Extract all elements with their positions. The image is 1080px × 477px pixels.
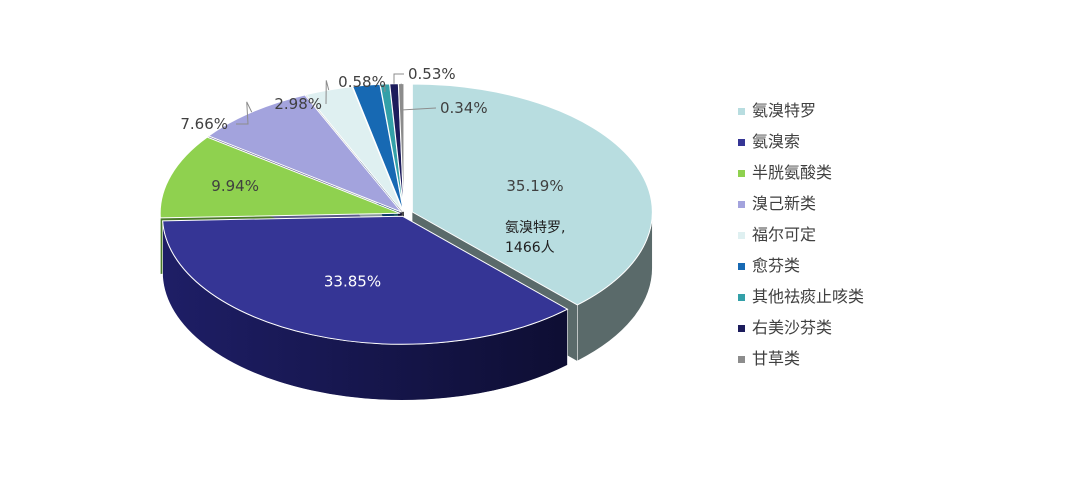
legend-label: 半胱氨酸类 [752,163,833,182]
legend-label: 氨溴索 [752,132,801,151]
legend-swatch [738,108,745,115]
legend-label: 愈芬类 [752,256,801,275]
pie-slice-4 [305,86,404,213]
legend-swatch [738,356,745,363]
leader-line-8 [400,83,437,111]
legend-label: 氨溴特罗 [752,101,817,120]
pie-slice-1 [162,215,569,345]
leader-line-7 [393,73,404,84]
leader-line-4 [325,80,330,105]
legend-swatch [738,232,745,239]
annotation-line-1: 氨溴特罗, [505,220,565,236]
legend-label: 溴己新类 [752,194,817,213]
leader-line-3 [236,101,253,125]
legend-swatch [738,263,745,270]
data-label-0: 35.19% [506,177,563,195]
legend-label: 右美沙芬类 [752,318,833,337]
data-label-4: 2.98% [274,95,322,113]
legend-label: 其他祛痰止咳类 [752,287,865,306]
legend-swatch [738,139,745,146]
pie-slice-2 [159,136,401,219]
data-label-6: 0.58% [338,73,386,91]
legend-swatch [738,325,745,332]
legend-swatch [738,201,745,208]
legend-label: 甘草类 [752,349,801,368]
pie-slice-0 [411,83,653,306]
data-label-8: 0.34% [440,99,488,117]
data-label-7: 0.53% [408,65,456,83]
annotation-line-2: 1466人 [505,240,555,256]
legend-swatch [738,294,745,301]
legend-label: 福尔可定 [752,225,817,244]
data-label-3: 7.66% [180,115,228,133]
legend-swatch [738,170,745,177]
data-label-2: 9.94% [211,177,259,195]
data-label-1: 33.85% [324,272,381,290]
